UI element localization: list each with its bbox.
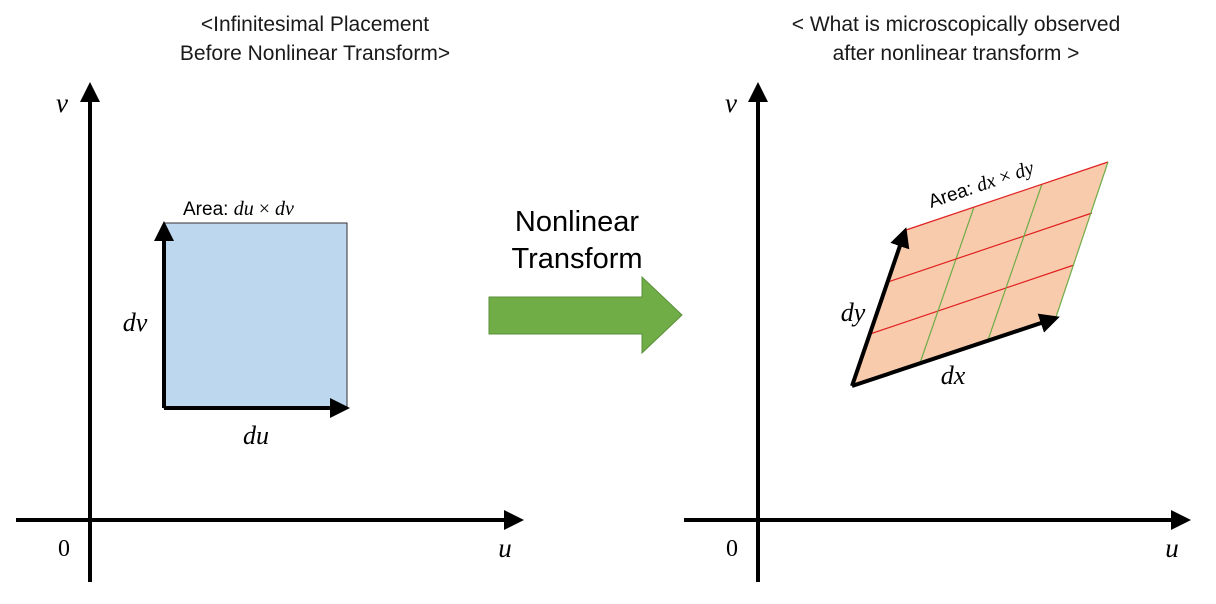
- transform-label-line1: Nonlinear: [515, 206, 639, 238]
- left-title-line2: Before Nonlinear Transform>: [180, 42, 450, 65]
- dx-vector: [851, 313, 1060, 388]
- right-origin-label: 0: [726, 536, 738, 562]
- left-area-expr-b: dv: [275, 198, 294, 220]
- dy-vector: [850, 227, 910, 387]
- left-origin-label: 0: [58, 536, 70, 562]
- right-area-expr-b: dy: [1012, 157, 1037, 184]
- parallelogram-right-edge: [1055, 161, 1109, 318]
- grid-line-red: [887, 212, 1093, 283]
- right-title-line1: < What is microscopically observed: [792, 13, 1121, 36]
- right-x-axis-label: u: [1165, 533, 1179, 563]
- dv-vector-label: dv: [123, 308, 148, 337]
- right-area-times: ×: [996, 164, 1014, 188]
- left-title-line1: <Infinitesimal Placement: [201, 13, 429, 36]
- transform-label-line2: Transform: [511, 243, 642, 275]
- area-parallelogram: [852, 162, 1108, 386]
- area-square: [163, 222, 348, 409]
- right-title-line2: after nonlinear transform >: [833, 42, 1080, 65]
- left-area-expr-a: du: [234, 198, 254, 220]
- right-y-axis-label: v: [725, 88, 737, 118]
- left-area-prefix: Area:: [183, 199, 234, 220]
- dx-vector-label: dx: [941, 361, 966, 390]
- parallelogram-top-edge: [905, 161, 1109, 231]
- du-vector-label: du: [243, 421, 269, 450]
- left-y-axis-label: v: [56, 88, 68, 118]
- left-panel: <Infinitesimal Placement Before Nonlinea…: [16, 13, 524, 582]
- parallelogram-grid: [869, 183, 1093, 364]
- grid-line-green: [919, 206, 975, 364]
- grid-line-green: [987, 183, 1043, 341]
- dy-vector-label: dy: [841, 298, 866, 327]
- transform-arrow-group: Nonlinear Transform: [488, 206, 683, 355]
- right-panel: < What is microscopically observed after…: [684, 13, 1191, 582]
- grid-line-red: [869, 264, 1075, 335]
- left-x-axis-label: u: [498, 533, 512, 563]
- left-area-label: Area: du × dv: [183, 198, 294, 220]
- left-area-times: ×: [259, 198, 270, 220]
- transform-arrow: [488, 275, 683, 355]
